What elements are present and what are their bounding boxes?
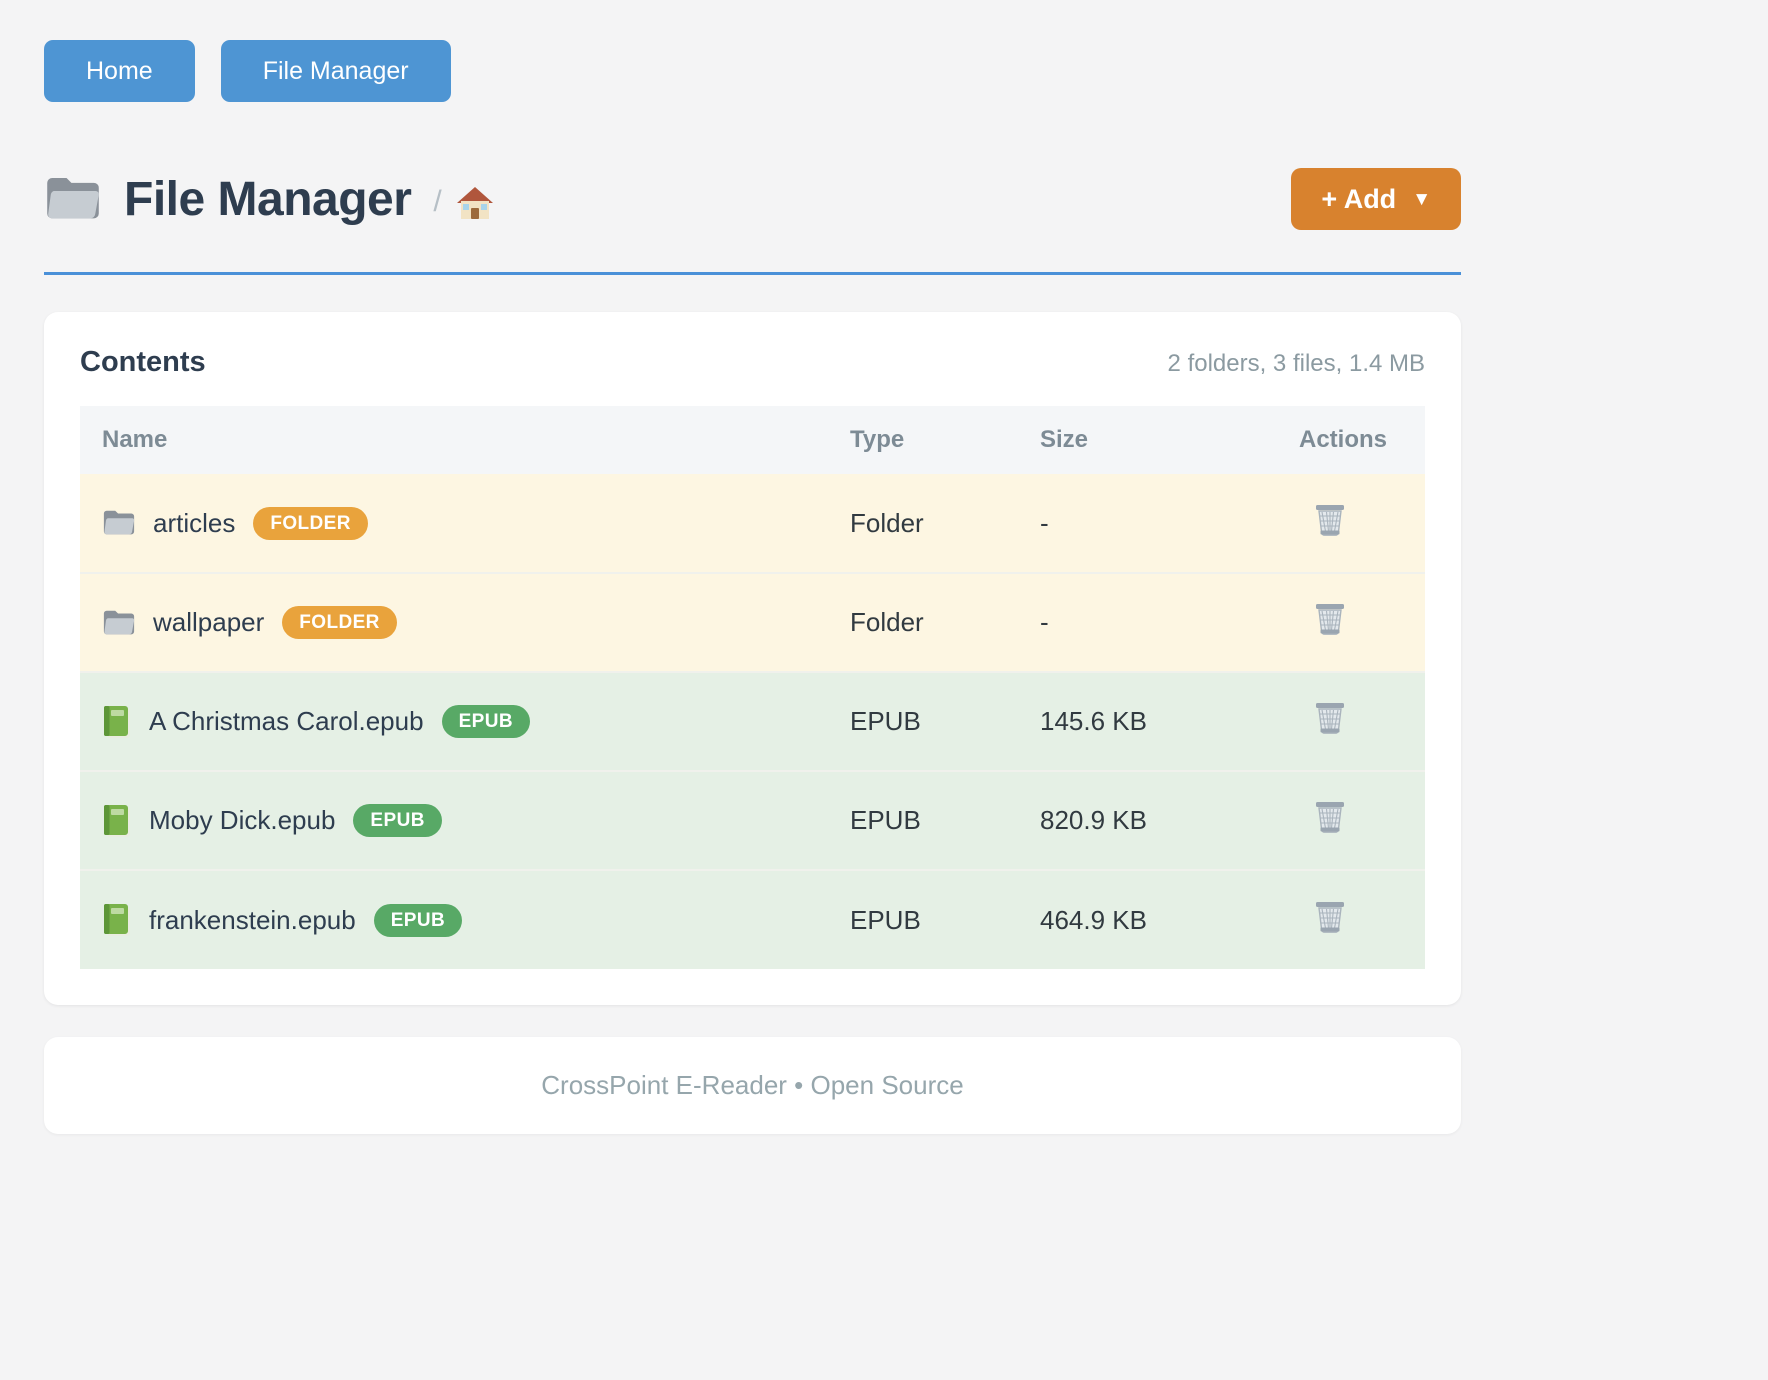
delete-button[interactable] — [1311, 600, 1349, 641]
footer-text: CrossPoint E-Reader • Open Source — [541, 1070, 964, 1100]
file-name-link[interactable]: frankenstein.epub — [149, 904, 356, 935]
nav-file-manager-button[interactable]: File Manager — [220, 40, 451, 102]
folder-icon — [44, 174, 102, 224]
file-type: Folder — [842, 474, 1032, 573]
type-badge: FOLDER — [282, 606, 397, 639]
delete-button[interactable] — [1311, 798, 1349, 839]
house-icon[interactable] — [456, 185, 494, 221]
green-book-icon — [102, 903, 132, 937]
wastebasket-icon — [1311, 898, 1349, 939]
table-row[interactable]: frankenstein.epub EPUB EPUB 464.9 KB — [80, 869, 1425, 969]
folder-icon — [102, 507, 136, 539]
type-badge: EPUB — [441, 705, 530, 738]
card-header: Contents 2 folders, 3 files, 1.4 MB — [80, 346, 1425, 379]
file-name-link[interactable]: A Christmas Carol.epub — [149, 706, 424, 736]
add-button-label: + Add — [1321, 183, 1397, 214]
wastebasket-icon — [1311, 600, 1349, 641]
folder-icon — [102, 607, 136, 639]
file-manager-page: Home File Manager File Manager / — [44, 40, 1461, 1134]
file-size: - — [1032, 474, 1287, 573]
type-badge: EPUB — [373, 903, 463, 937]
wastebasket-icon — [1311, 699, 1349, 740]
page-title: File Manager — [124, 172, 412, 226]
contents-summary: 2 folders, 3 files, 1.4 MB — [1167, 350, 1425, 377]
file-type: EPUB — [842, 671, 1032, 771]
file-name-link[interactable]: wallpaper — [153, 607, 265, 637]
green-book-icon — [102, 804, 132, 838]
delete-button[interactable] — [1311, 898, 1349, 939]
wastebasket-icon — [1311, 501, 1349, 542]
contents-card: Contents 2 folders, 3 files, 1.4 MB Name… — [44, 312, 1461, 1005]
table-row[interactable]: articles FOLDER Folder - — [80, 474, 1425, 573]
contents-title: Contents — [80, 346, 206, 378]
file-name-link[interactable]: articles — [153, 507, 236, 538]
file-type: EPUB — [842, 869, 1032, 969]
file-table: Name Type Size Actions — [80, 406, 1425, 969]
column-header-name: Name — [80, 406, 842, 474]
file-type: Folder — [842, 572, 1032, 672]
delete-button[interactable] — [1311, 501, 1349, 542]
breadcrumb-separator: / — [433, 185, 442, 218]
header-divider — [44, 272, 1461, 275]
page-header: File Manager / + Add ▼ — [44, 168, 1461, 230]
column-header-type: Type — [842, 406, 1032, 474]
footer: CrossPoint E-Reader • Open Source — [44, 1037, 1461, 1134]
table-row[interactable]: A Christmas Carol.epub EPUB EPUB 145.6 K… — [80, 671, 1425, 771]
wastebasket-icon — [1311, 798, 1349, 839]
top-nav: Home File Manager — [44, 40, 1461, 102]
file-type: EPUB — [842, 770, 1032, 870]
table-header-row: Name Type Size Actions — [80, 406, 1425, 474]
caret-down-icon: ▼ — [1412, 189, 1431, 210]
add-button[interactable]: + Add ▼ — [1291, 168, 1461, 230]
file-name-link[interactable]: Moby Dick.epub — [149, 805, 336, 835]
table-row[interactable]: Moby Dick.epub EPUB EPUB 820.9 KB — [80, 770, 1425, 870]
type-badge: EPUB — [353, 804, 442, 837]
file-table-body: articles FOLDER Folder - — [80, 474, 1425, 969]
column-header-size: Size — [1032, 406, 1287, 474]
column-header-actions: Actions — [1287, 406, 1425, 474]
file-size: 464.9 KB — [1032, 869, 1287, 969]
file-size: 820.9 KB — [1032, 770, 1287, 870]
file-size: - — [1032, 572, 1287, 672]
green-book-icon — [102, 705, 132, 739]
type-badge: FOLDER — [253, 506, 368, 540]
file-size: 145.6 KB — [1032, 671, 1287, 771]
table-row[interactable]: wallpaper FOLDER Folder - — [80, 572, 1425, 672]
nav-home-button[interactable]: Home — [44, 40, 195, 102]
delete-button[interactable] — [1311, 699, 1349, 740]
title-group: File Manager / — [44, 172, 494, 227]
